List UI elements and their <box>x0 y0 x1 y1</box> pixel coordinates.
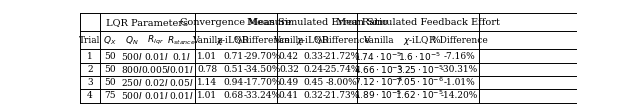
Text: $7.05\cdot10^{-6}$: $7.05\cdot10^{-6}$ <box>396 76 444 88</box>
Text: -14.20%: -14.20% <box>441 91 478 100</box>
Text: -21.73%: -21.73% <box>323 91 360 100</box>
Text: 0.24: 0.24 <box>303 65 323 74</box>
Text: 800$I$: 800$I$ <box>122 64 143 75</box>
Text: $1.89\cdot10^{-5}$: $1.89\cdot10^{-5}$ <box>354 89 403 101</box>
Text: 250$I$: 250$I$ <box>122 77 143 88</box>
Text: $\chi$-iLQR: $\chi$-iLQR <box>216 34 250 47</box>
Text: -21.72%: -21.72% <box>323 52 360 61</box>
Text: 0.49: 0.49 <box>279 78 299 87</box>
Text: 0.32: 0.32 <box>303 91 323 100</box>
Text: %Difference: %Difference <box>313 36 370 45</box>
Text: 500$I$: 500$I$ <box>122 90 143 101</box>
Text: $1.74\cdot10^{-5}$: $1.74\cdot10^{-5}$ <box>355 51 403 63</box>
Text: 0.42: 0.42 <box>279 52 299 61</box>
Text: -8.00%: -8.00% <box>326 78 357 87</box>
Text: %Difference: %Difference <box>431 36 488 45</box>
Text: $7.12\cdot10^{-6}$: $7.12\cdot10^{-6}$ <box>354 76 403 88</box>
Text: -1.01%: -1.01% <box>444 78 476 87</box>
Text: 0.41: 0.41 <box>279 91 299 100</box>
Text: 1: 1 <box>87 52 93 61</box>
Text: 50: 50 <box>104 52 116 61</box>
Text: -34.50%: -34.50% <box>243 65 281 74</box>
Text: 1.01: 1.01 <box>197 52 218 61</box>
Text: Mean Simulated Error Ratio: Mean Simulated Error Ratio <box>246 18 388 27</box>
Text: 0.45: 0.45 <box>303 78 323 87</box>
Text: %Difference: %Difference <box>234 36 291 45</box>
Text: -25.74%: -25.74% <box>323 65 360 74</box>
Text: 0.01$I$: 0.01$I$ <box>143 90 168 101</box>
Text: 0.68: 0.68 <box>223 91 243 100</box>
Text: $4.66\cdot10^{-5}$: $4.66\cdot10^{-5}$ <box>354 64 403 76</box>
Text: Convergence Measure: Convergence Measure <box>180 18 292 27</box>
Text: $Q_N$: $Q_N$ <box>125 34 139 47</box>
Text: LQR Parameters: LQR Parameters <box>106 18 188 27</box>
Text: Vanilla: Vanilla <box>363 36 394 45</box>
Text: $\chi$-iLQR: $\chi$-iLQR <box>403 34 436 47</box>
Text: -17.70%: -17.70% <box>243 78 281 87</box>
Text: 0.005$I$: 0.005$I$ <box>141 64 171 75</box>
Text: 0.02$I$: 0.02$I$ <box>143 77 168 88</box>
Text: $1.62\cdot10^{-5}$: $1.62\cdot10^{-5}$ <box>396 89 444 101</box>
Text: $\chi$-iLQR: $\chi$-iLQR <box>296 34 330 47</box>
Text: 3: 3 <box>87 78 93 87</box>
Text: -29.70%: -29.70% <box>243 52 281 61</box>
Text: 50: 50 <box>104 65 116 74</box>
Text: Trial: Trial <box>79 36 100 45</box>
Text: 0.33: 0.33 <box>303 52 323 61</box>
Text: 0.71: 0.71 <box>223 52 243 61</box>
Text: Vanilla: Vanilla <box>273 36 304 45</box>
Text: $Q_X$: $Q_X$ <box>104 34 117 47</box>
Text: -30.31%: -30.31% <box>441 65 478 74</box>
Text: 0.01$I$: 0.01$I$ <box>170 90 194 101</box>
Text: -7.16%: -7.16% <box>444 52 476 61</box>
Text: $R_{lqr}$: $R_{lqr}$ <box>147 34 164 47</box>
Text: 0.51: 0.51 <box>223 65 243 74</box>
Text: 4: 4 <box>87 91 93 100</box>
Text: $1.6\cdot10^{-5}$: $1.6\cdot10^{-5}$ <box>398 51 441 63</box>
Text: 75: 75 <box>104 91 116 100</box>
Text: 0.32: 0.32 <box>279 65 299 74</box>
Text: 0.01$I$: 0.01$I$ <box>143 51 168 62</box>
Text: 500$I$: 500$I$ <box>122 51 143 62</box>
Text: Vanilla: Vanilla <box>192 36 223 45</box>
Text: 50: 50 <box>104 78 116 87</box>
Text: 2: 2 <box>87 65 93 74</box>
Text: 0.05$I$: 0.05$I$ <box>170 77 194 88</box>
Text: 0.1$I$: 0.1$I$ <box>172 51 191 62</box>
Text: $3.25\cdot10^{-5}$: $3.25\cdot10^{-5}$ <box>396 64 444 76</box>
Text: 0.94: 0.94 <box>223 78 243 87</box>
Text: -33.24%: -33.24% <box>243 91 280 100</box>
Text: Mean Simulated Feedback Effort: Mean Simulated Feedback Effort <box>336 18 500 27</box>
Text: 0.01$I$: 0.01$I$ <box>170 64 194 75</box>
Text: 1.01: 1.01 <box>197 91 218 100</box>
Text: $R_{stance}$: $R_{stance}$ <box>167 34 196 47</box>
Text: 1.14: 1.14 <box>197 78 218 87</box>
Text: 0.78: 0.78 <box>197 65 218 74</box>
